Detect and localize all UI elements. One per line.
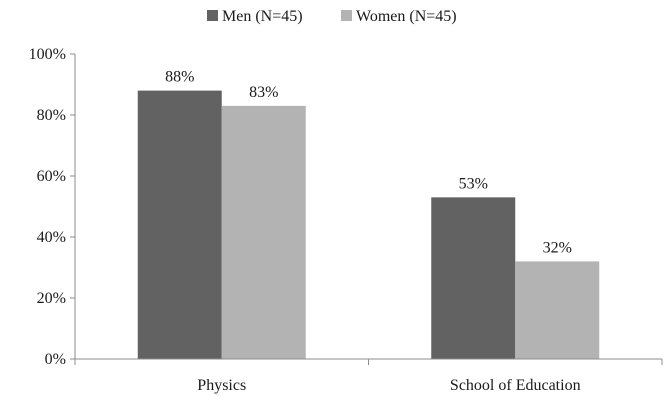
y-tick-label: 20%: [37, 290, 66, 307]
bar-school-of-education-men: [431, 197, 516, 359]
legend-swatch-women: [341, 10, 352, 21]
data-label-physics-women: 83%: [249, 84, 278, 101]
bar-physics-women: [221, 105, 306, 359]
legend-swatch-men: [207, 10, 218, 21]
category-labels: Physics School of Education: [197, 377, 580, 394]
data-label-physics-men: 88%: [165, 69, 194, 86]
bar-school-of-education-women: [515, 261, 600, 359]
y-axis-ticks: 0% 20% 40% 60% 80% 100%: [29, 46, 75, 368]
category-label-physics: Physics: [197, 377, 246, 394]
data-label-school-of-education-men: 53%: [459, 175, 488, 192]
y-tick-label: 40%: [37, 229, 66, 246]
bar-physics-men: [137, 90, 222, 359]
bars: [137, 90, 600, 359]
legend: Men (N=45) Women (N=45): [207, 8, 457, 25]
category-label-school-of-education: School of Education: [450, 377, 581, 394]
x-axis-ticks: [74, 359, 663, 365]
y-tick-label: 80%: [37, 107, 66, 124]
data-labels: 88% 83% 53% 32%: [165, 69, 572, 257]
y-tick-label: 100%: [29, 46, 66, 63]
data-label-school-of-education-women: 32%: [543, 239, 572, 256]
y-tick-label: 60%: [37, 168, 66, 185]
legend-label-men: Men (N=45): [222, 8, 303, 25]
legend-label-women: Women (N=45): [356, 8, 457, 25]
y-tick-label: 0%: [45, 351, 66, 368]
